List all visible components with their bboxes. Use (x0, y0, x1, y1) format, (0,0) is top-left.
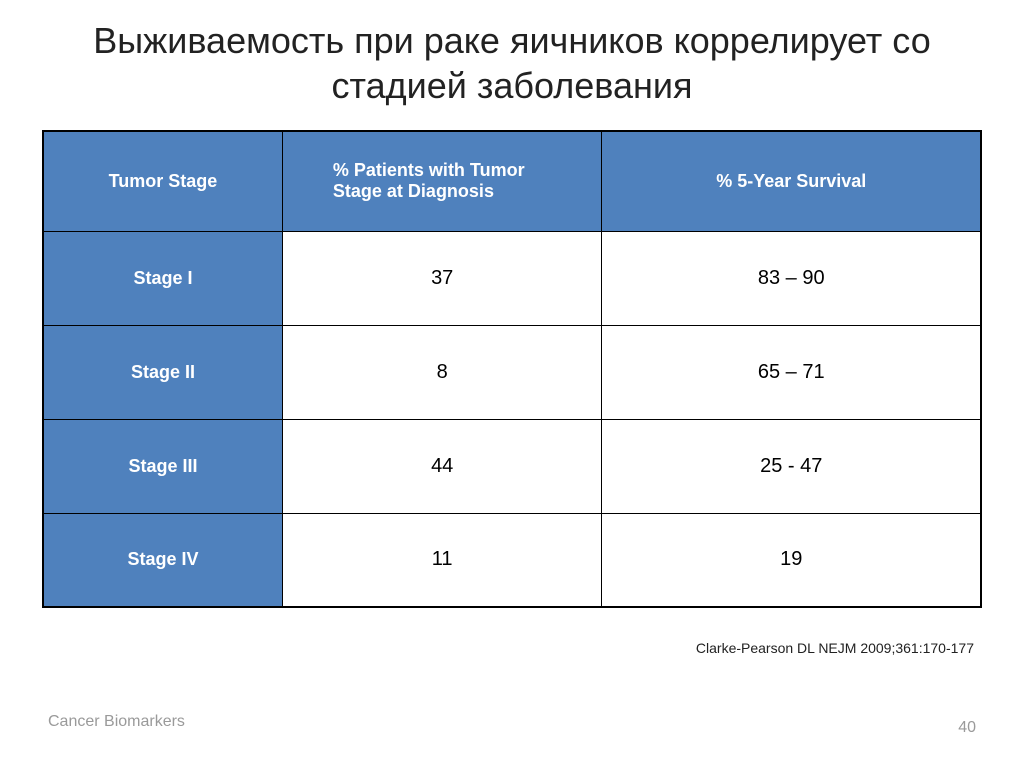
table-header-row: Tumor Stage % Patients with Tumor Stage … (43, 131, 981, 231)
row-label: Stage IV (43, 513, 282, 607)
cell-pct-diag: 37 (282, 231, 602, 325)
cell-pct-diag: 8 (282, 325, 602, 419)
row-label: Stage III (43, 419, 282, 513)
slide-number: 40 (958, 719, 976, 737)
row-label: Stage I (43, 231, 282, 325)
table-row: Stage IV 11 19 (43, 513, 981, 607)
cell-survival: 25 - 47 (602, 419, 981, 513)
slide-title: Выживаемость при раке яичников коррелиру… (0, 0, 1024, 122)
survival-table: Tumor Stage % Patients with Tumor Stage … (42, 130, 982, 608)
cell-survival: 19 (602, 513, 981, 607)
cell-pct-diag: 11 (282, 513, 602, 607)
col-header-survival: % 5-Year Survival (602, 131, 981, 231)
col-header-pct-diagnosis: % Patients with Tumor Stage at Diagnosis (282, 131, 602, 231)
table-row: Stage III 44 25 - 47 (43, 419, 981, 513)
citation: Clarke-Pearson DL NEJM 2009;361:170-177 (696, 640, 974, 656)
cell-pct-diag: 44 (282, 419, 602, 513)
table-row: Stage II 8 65 – 71 (43, 325, 981, 419)
row-label: Stage II (43, 325, 282, 419)
cell-survival: 65 – 71 (602, 325, 981, 419)
cell-survival: 83 – 90 (602, 231, 981, 325)
footer-topic: Cancer Biomarkers (48, 713, 185, 731)
col-header-stage: Tumor Stage (43, 131, 282, 231)
table-row: Stage I 37 83 – 90 (43, 231, 981, 325)
